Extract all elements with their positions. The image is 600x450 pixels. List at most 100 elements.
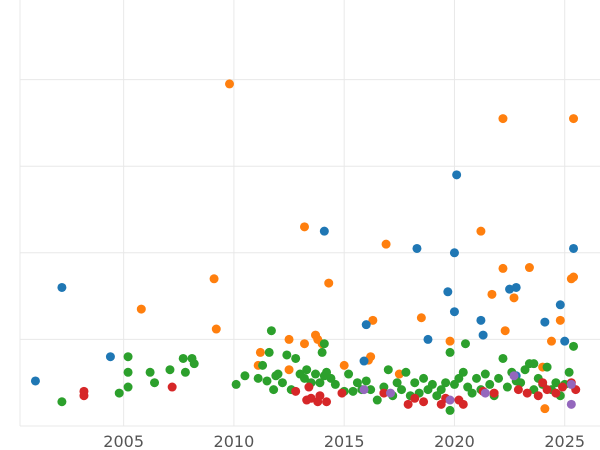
- data-point: [319, 339, 329, 349]
- data-point: [487, 289, 497, 299]
- data-point: [337, 388, 347, 398]
- series-3: [79, 378, 581, 409]
- data-point: [317, 347, 327, 357]
- data-point: [467, 388, 477, 398]
- data-point: [136, 304, 146, 314]
- data-point: [359, 385, 369, 395]
- data-point: [569, 114, 579, 124]
- x-tick-labels: 2005 2010 2015 2020 2025: [103, 432, 585, 450]
- x-tick-label-2010: 2010: [214, 432, 255, 450]
- data-point: [361, 376, 371, 386]
- data-point: [551, 378, 561, 388]
- data-point: [189, 359, 199, 369]
- data-point: [427, 379, 437, 389]
- data-point: [291, 386, 301, 396]
- data-point: [264, 347, 274, 357]
- data-point: [511, 282, 521, 292]
- data-point: [480, 388, 490, 398]
- data-point: [330, 379, 340, 389]
- data-point: [381, 239, 391, 249]
- data-point: [379, 388, 389, 398]
- data-point: [478, 330, 488, 340]
- data-point: [269, 385, 279, 395]
- data-point: [344, 369, 354, 379]
- y-gridlines: [20, 79, 600, 427]
- data-point: [165, 365, 175, 375]
- data-point: [540, 404, 550, 414]
- series-4: [359, 371, 576, 409]
- data-point: [551, 388, 561, 398]
- data-point: [476, 226, 486, 236]
- data-point: [145, 367, 155, 377]
- data-point: [569, 341, 579, 351]
- data-point: [231, 379, 241, 389]
- data-point: [291, 353, 301, 363]
- data-point: [498, 114, 508, 124]
- data-point: [502, 382, 512, 392]
- data-point: [566, 399, 576, 409]
- data-point: [410, 378, 420, 388]
- data-point: [560, 336, 570, 346]
- data-point: [472, 373, 482, 383]
- series-0: [136, 79, 579, 414]
- data-point: [498, 263, 508, 273]
- data-point: [299, 373, 309, 383]
- data-point: [255, 347, 265, 357]
- data-point: [240, 371, 250, 381]
- data-point: [253, 373, 263, 383]
- data-point: [529, 359, 539, 369]
- series-1: [30, 170, 579, 386]
- data-point: [449, 248, 459, 258]
- data-point: [284, 365, 294, 375]
- data-point: [513, 385, 523, 395]
- data-point: [546, 336, 556, 346]
- data-point: [449, 307, 459, 317]
- data-point: [419, 397, 429, 407]
- data-point: [397, 385, 407, 395]
- data-points: [30, 79, 581, 415]
- data-point: [392, 378, 402, 388]
- data-point: [302, 365, 312, 375]
- data-point: [273, 369, 283, 379]
- data-point: [445, 405, 455, 415]
- data-point: [509, 293, 519, 303]
- x-tick-label-2015: 2015: [324, 432, 365, 450]
- data-point: [533, 391, 543, 401]
- data-point: [352, 378, 362, 388]
- data-point: [494, 373, 504, 383]
- data-point: [266, 326, 276, 336]
- data-point: [516, 378, 526, 388]
- data-point: [500, 326, 510, 336]
- data-point: [315, 391, 325, 401]
- data-point: [480, 369, 490, 379]
- data-point: [178, 353, 188, 363]
- data-point: [564, 367, 574, 377]
- data-point: [150, 378, 160, 388]
- data-point: [498, 353, 508, 363]
- data-point: [445, 336, 455, 346]
- data-point: [348, 386, 358, 396]
- data-point: [403, 399, 413, 409]
- data-point: [489, 388, 499, 398]
- data-point: [123, 382, 133, 392]
- x-tick-label-2005: 2005: [103, 432, 144, 450]
- x-tick-label-2020: 2020: [434, 432, 475, 450]
- data-point: [555, 315, 565, 325]
- data-point: [385, 388, 395, 398]
- data-point: [458, 399, 468, 409]
- data-point: [284, 334, 294, 344]
- data-point: [412, 243, 422, 253]
- data-point: [180, 367, 190, 377]
- data-point: [324, 278, 334, 288]
- data-point: [569, 272, 579, 282]
- data-point: [57, 397, 67, 407]
- data-point: [509, 371, 519, 381]
- data-point: [540, 317, 550, 327]
- data-point: [441, 378, 451, 388]
- data-point: [167, 382, 177, 392]
- data-point: [114, 388, 124, 398]
- data-point: [211, 324, 221, 334]
- data-point: [339, 360, 349, 370]
- data-point: [304, 382, 314, 392]
